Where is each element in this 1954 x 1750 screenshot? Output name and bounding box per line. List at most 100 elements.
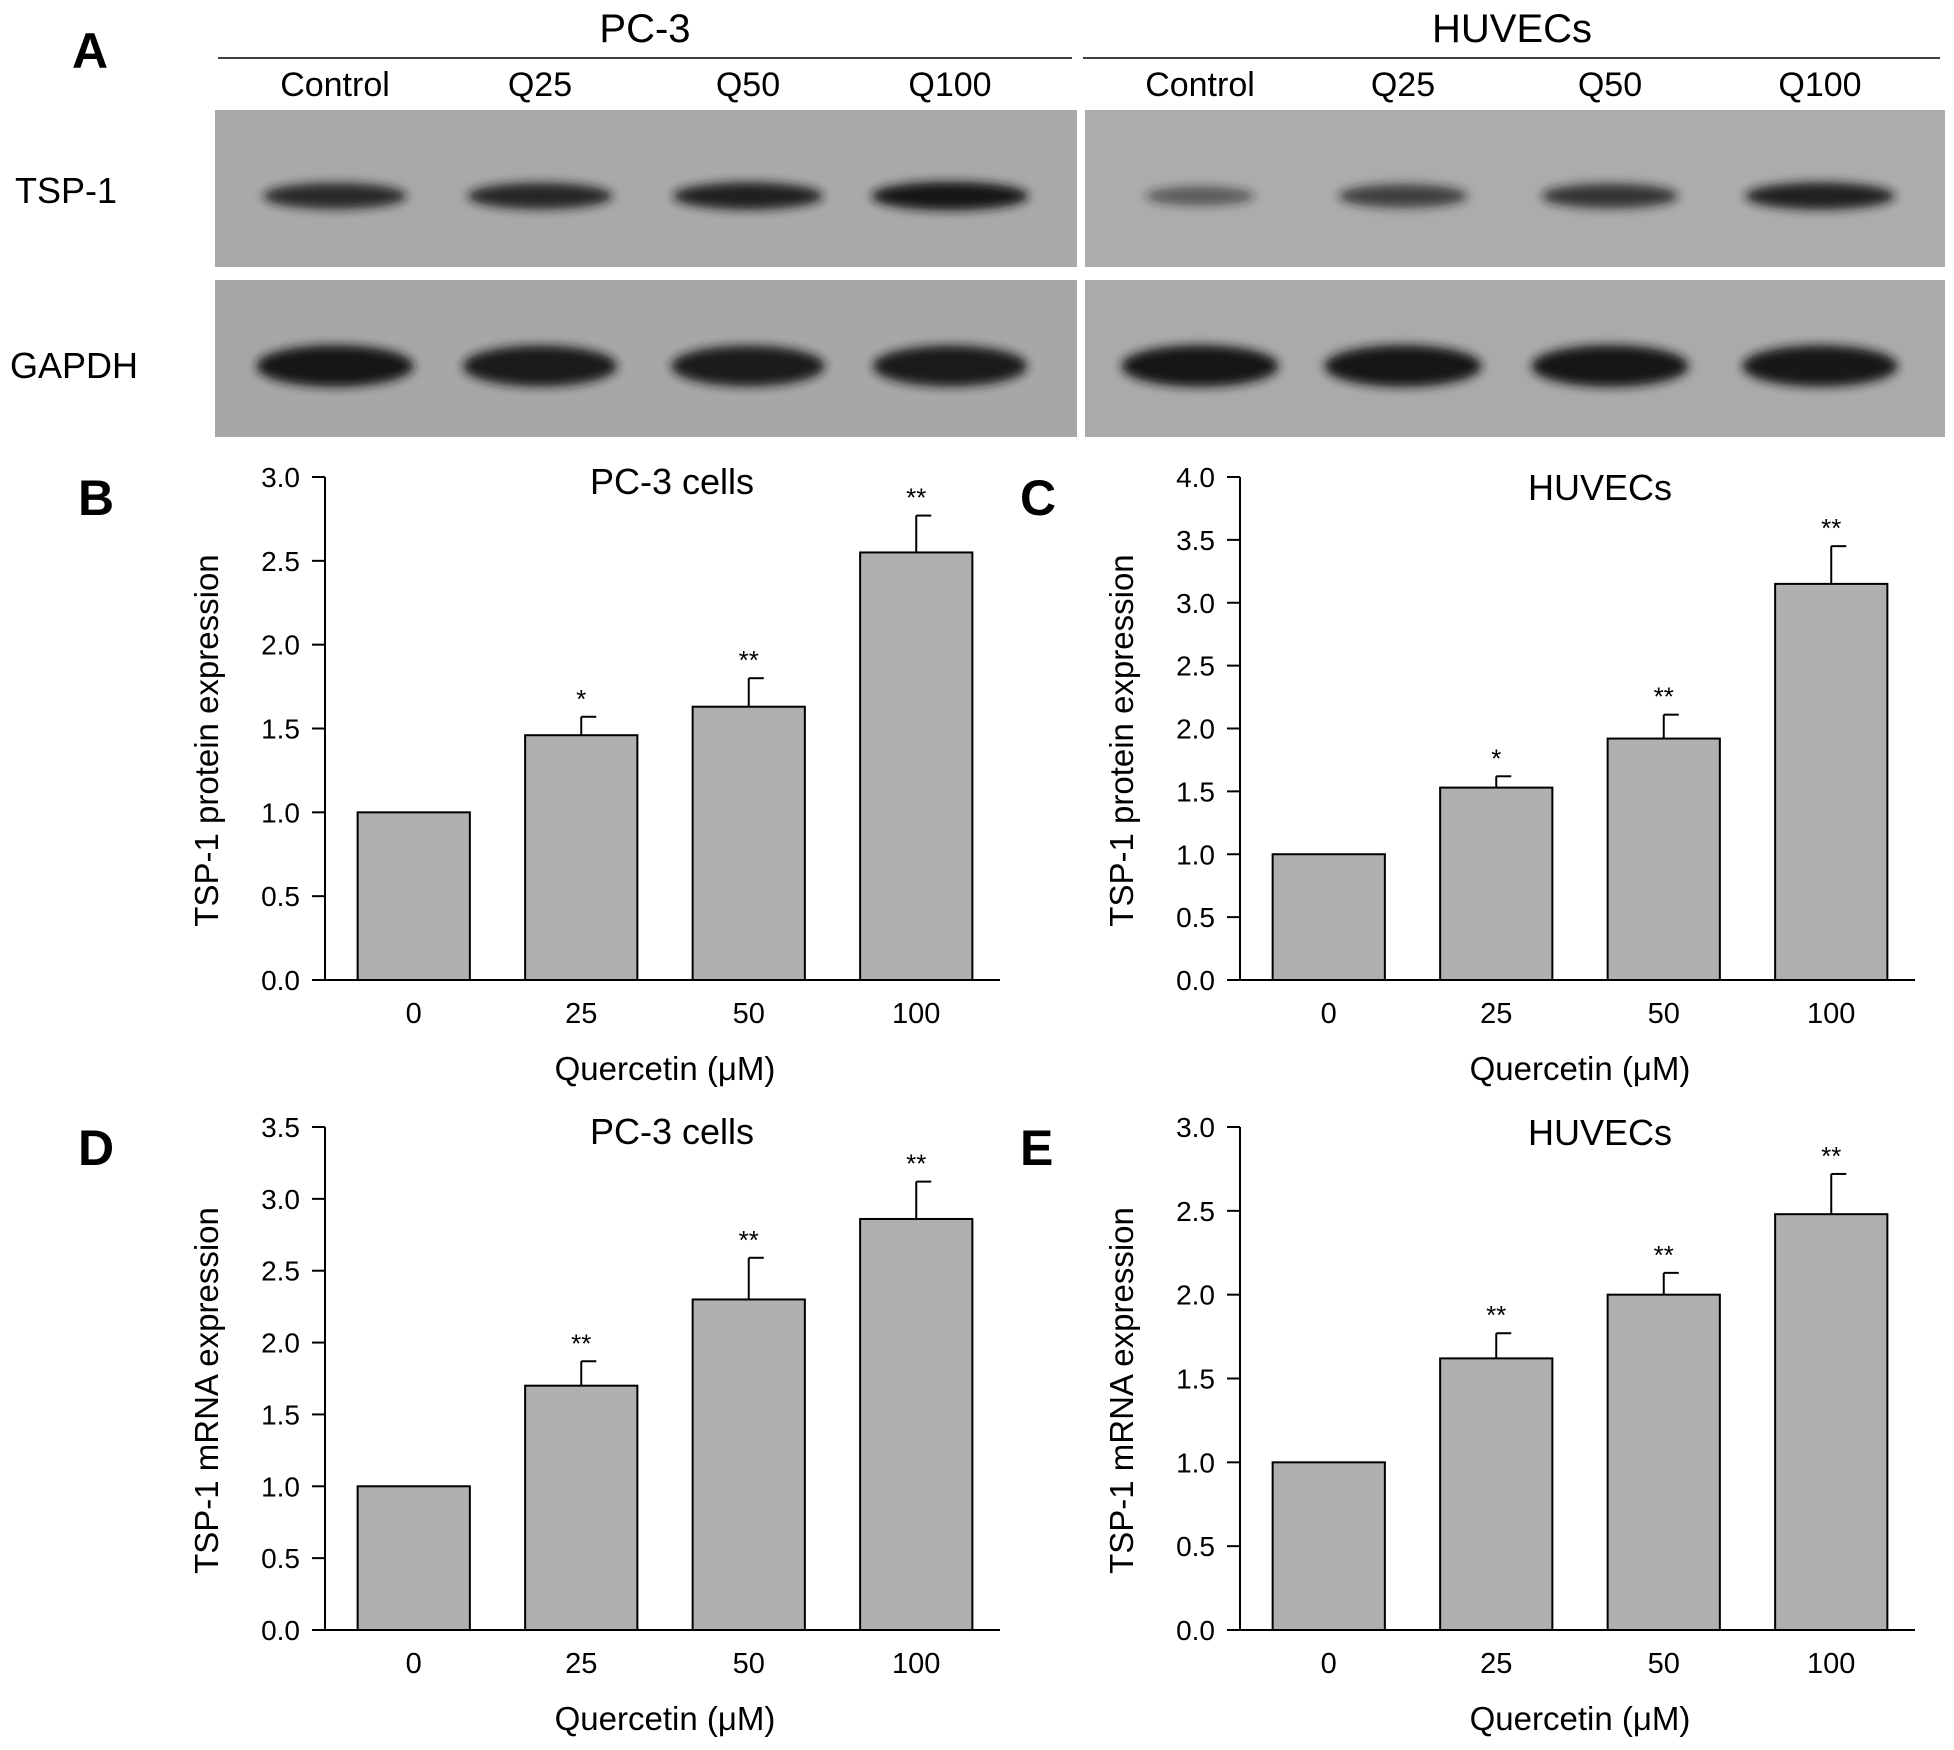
- bar: [356, 811, 471, 981]
- bar: [1439, 786, 1554, 981]
- x-tick-label: 0: [1321, 998, 1337, 1030]
- blot-band: [671, 345, 825, 387]
- bar: [691, 705, 806, 981]
- y-tick-label: 1.0: [1176, 1447, 1215, 1478]
- bar: [524, 1384, 639, 1631]
- bar: [1271, 853, 1386, 981]
- lane-label: Q50: [1578, 66, 1642, 104]
- y-tick-label: 1.5: [261, 714, 300, 745]
- bar: [356, 1485, 471, 1632]
- y-axis-label: TSP-1 mRNA expression: [1103, 1207, 1140, 1574]
- significance-marker: **: [1654, 1240, 1674, 1270]
- blot-band: [1338, 184, 1468, 208]
- bar: [1439, 1357, 1554, 1631]
- lane-label: Control: [1145, 66, 1255, 104]
- chart-title: HUVECs: [1528, 467, 1672, 508]
- y-tick-label: 2.0: [261, 1328, 300, 1359]
- y-tick-label: 4.0: [1176, 462, 1215, 493]
- y-tick-label: 2.0: [1176, 1280, 1215, 1311]
- bar: [859, 551, 974, 981]
- y-tick-label: 1.0: [261, 797, 300, 828]
- row-label-gapdh: GAPDH: [10, 345, 138, 386]
- blot-band: [1145, 186, 1255, 206]
- significance-marker: **: [1821, 513, 1841, 543]
- y-tick-label: 1.5: [1176, 1364, 1215, 1395]
- significance-marker: **: [739, 1225, 759, 1255]
- x-tick-label: 50: [733, 1648, 765, 1680]
- x-tick-label: 100: [892, 1648, 940, 1680]
- panel-letter: B: [78, 470, 114, 526]
- chart-title: PC-3 cells: [590, 461, 754, 502]
- x-tick-label: 0: [406, 1648, 422, 1680]
- bar: [691, 1298, 806, 1631]
- blot-band: [872, 345, 1028, 387]
- y-tick-label: 0.5: [261, 1543, 300, 1574]
- x-tick-label: 100: [892, 998, 940, 1030]
- panel-letter: D: [78, 1120, 114, 1176]
- x-axis-label: Quercetin (μM): [555, 1050, 776, 1087]
- blot-band: [1541, 183, 1679, 209]
- y-tick-label: 3.5: [1176, 525, 1215, 556]
- lane-label: Q100: [1778, 66, 1861, 104]
- y-tick-label: 2.0: [261, 630, 300, 661]
- y-axis-label: TSP-1 protein expression: [188, 554, 225, 926]
- panel-letter: A: [72, 23, 108, 79]
- significance-marker: *: [576, 684, 586, 714]
- lane-label: Q50: [716, 66, 780, 104]
- bar: [859, 1217, 974, 1632]
- x-tick-label: 0: [406, 998, 422, 1030]
- y-tick-label: 3.0: [261, 462, 300, 493]
- y-tick-label: 1.5: [1176, 776, 1215, 807]
- significance-marker: **: [1654, 682, 1674, 712]
- row-label-tsp1: TSP-1: [15, 170, 117, 211]
- bar-chart-panel-e: E HUVECs 0.0 0.5 1.0 1.5 2.0 2.5 3.0 TSP-1 mRNA e…: [1020, 1112, 1915, 1737]
- x-tick-label: 50: [1648, 998, 1680, 1030]
- y-tick-label: 0.0: [1176, 965, 1215, 996]
- significance-marker: **: [906, 483, 926, 513]
- bar: [1606, 1293, 1721, 1631]
- x-axis-label: Quercetin (μM): [1470, 1700, 1691, 1737]
- y-tick-label: 2.5: [1176, 651, 1215, 682]
- x-tick-label: 50: [733, 998, 765, 1030]
- y-tick-label: 0.0: [261, 965, 300, 996]
- y-tick-label: 3.0: [261, 1184, 300, 1215]
- y-tick-label: 3.5: [261, 1112, 300, 1143]
- y-tick-label: 1.5: [261, 1399, 300, 1430]
- blot-band: [673, 182, 823, 210]
- significance-marker: **: [906, 1149, 926, 1179]
- x-tick-label: 25: [565, 998, 597, 1030]
- group-title-huvecs: HUVECs: [1432, 7, 1592, 51]
- y-tick-label: 3.0: [1176, 588, 1215, 619]
- blot-bands: [256, 181, 1898, 387]
- blot-band: [1745, 182, 1895, 210]
- y-tick-label: 2.5: [261, 546, 300, 577]
- bar: [1271, 1461, 1386, 1632]
- lane-label: Control: [280, 66, 390, 104]
- blot-band: [256, 345, 414, 387]
- bar: [1774, 582, 1889, 981]
- x-axis-label: Quercetin (μM): [555, 1700, 776, 1737]
- x-tick-label: 50: [1648, 1648, 1680, 1680]
- significance-marker: **: [571, 1328, 591, 1358]
- bar: [524, 734, 639, 981]
- panel-letter: C: [1020, 470, 1056, 526]
- lane-label: Q100: [908, 66, 991, 104]
- y-tick-label: 2.5: [1176, 1196, 1215, 1227]
- bar: [1774, 1213, 1889, 1631]
- y-tick-label: 0.0: [261, 1615, 300, 1646]
- x-tick-label: 25: [1480, 998, 1512, 1030]
- y-tick-label: 2.5: [261, 1256, 300, 1287]
- y-tick-label: 1.0: [261, 1471, 300, 1502]
- lane-label: Q25: [1371, 66, 1435, 104]
- significance-marker: *: [1491, 743, 1501, 773]
- bar-chart-panel-d: D PC-3 cells 0.0 0.5 1.0 1.5 2.0 2.5 3.0 3.5 TSP-1…: [78, 1111, 1000, 1737]
- y-tick-label: 1.0: [1176, 839, 1215, 870]
- chart-title: HUVECs: [1528, 1112, 1672, 1153]
- bar-chart-panel-b: B PC-3 cells 0.0 0.5 1.0 1.5 2.0 2.5 3.0 TSP-1 pr…: [78, 461, 1000, 1087]
- blot-band: [467, 182, 613, 210]
- blot-band: [1324, 345, 1482, 387]
- significance-marker: **: [1486, 1300, 1506, 1330]
- western-blot-panel: A PC-3 HUVECs Control Q25 Q50 Q100 Contr…: [10, 7, 1945, 437]
- bar-chart-panel-c: C HUVECs 0.0 0.5 1.0 1.5 2.0 2.5 3.0 3.5 4.0 TSP-1 …: [1020, 462, 1915, 1087]
